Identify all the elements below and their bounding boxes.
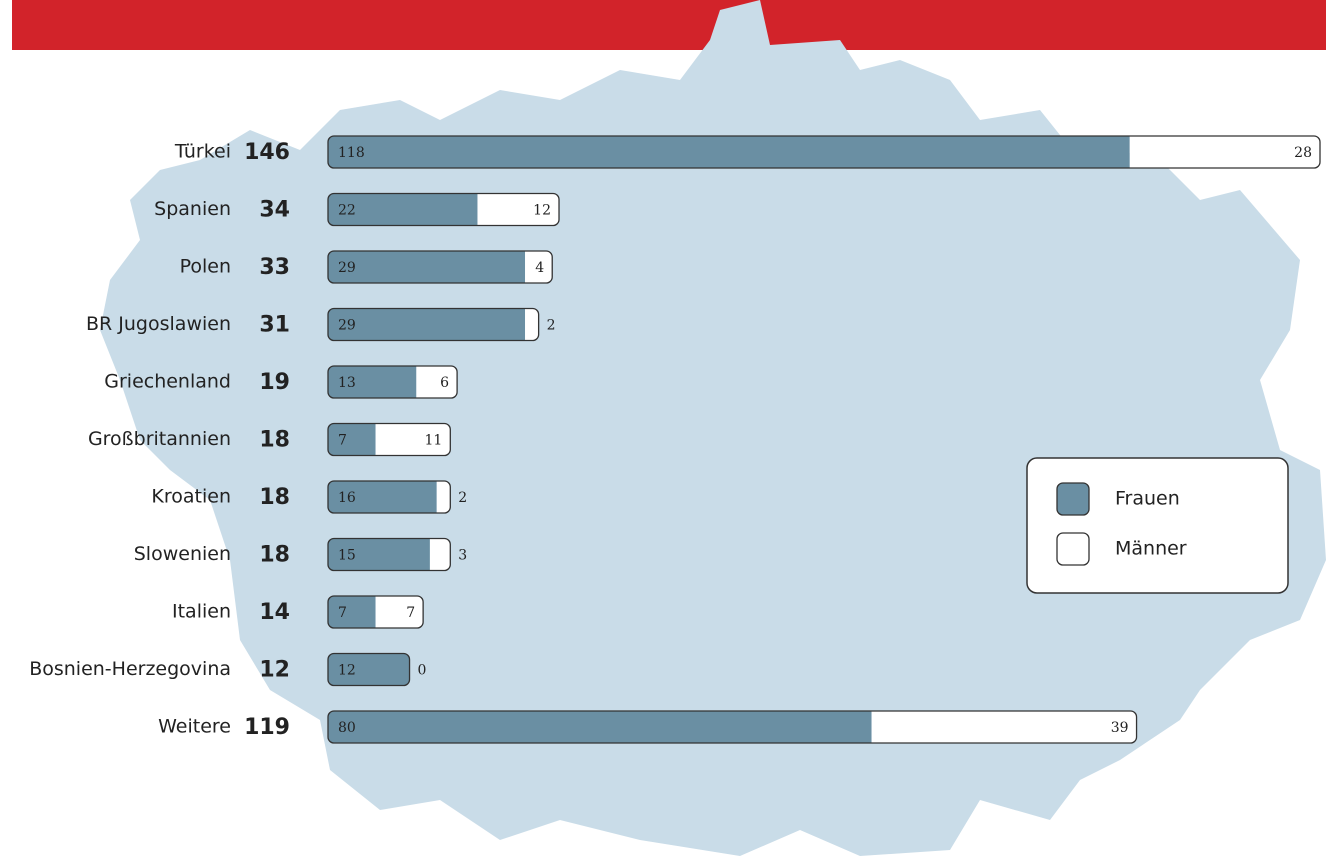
legend-box	[1027, 458, 1288, 593]
value-label: 15	[338, 548, 356, 564]
category-label: Großbritannien	[88, 428, 231, 450]
total-label: 12	[259, 658, 290, 683]
total-label: 146	[244, 140, 290, 165]
value-label: 0	[418, 663, 427, 679]
value-label: 22	[338, 203, 356, 219]
bar-segment	[1130, 136, 1320, 168]
total-label: 33	[259, 255, 290, 280]
category-label: Spanien	[154, 198, 231, 220]
value-label: 80	[338, 720, 356, 736]
value-label: 28	[1294, 145, 1312, 161]
header-band	[12, 0, 1326, 50]
chart: Türkei14611828Spanien342212Polen33294BR …	[0, 0, 1326, 856]
value-label: 39	[1111, 720, 1129, 736]
legend-label: Frauen	[1115, 488, 1180, 510]
value-label: 3	[458, 548, 467, 564]
category-label: Griechenland	[104, 371, 231, 393]
category-label: Polen	[180, 256, 231, 278]
bar-segment	[328, 596, 376, 628]
total-label: 19	[259, 370, 290, 395]
bar-segment	[328, 251, 525, 283]
bar-segment	[437, 481, 451, 513]
value-label: 29	[338, 318, 356, 334]
category-label: Kroatien	[151, 486, 231, 508]
bar-segment	[872, 711, 1137, 743]
bar-segment	[328, 424, 376, 456]
category-label: Italien	[172, 601, 231, 623]
value-label: 2	[458, 490, 467, 506]
bar-segment	[525, 309, 539, 341]
value-label: 29	[338, 260, 356, 276]
bar-segment	[328, 136, 1130, 168]
legend-swatch	[1057, 533, 1089, 565]
legend-label: Männer	[1115, 538, 1187, 560]
bar-segment	[430, 539, 450, 571]
category-label: BR Jugoslawien	[86, 313, 231, 335]
total-label: 14	[259, 600, 290, 625]
category-label: Bosnien-Herzegovina	[29, 658, 231, 680]
total-label: 31	[259, 313, 290, 338]
bar-segment	[416, 366, 457, 398]
value-label: 12	[338, 663, 356, 679]
value-label: 13	[338, 375, 356, 391]
value-label: 7	[338, 605, 347, 621]
total-label: 18	[259, 485, 290, 510]
category-label: Slowenien	[134, 543, 231, 565]
value-label: 4	[535, 260, 544, 276]
value-label: 16	[338, 490, 356, 506]
value-label: 118	[338, 145, 365, 161]
total-label: 18	[259, 428, 290, 453]
value-label: 6	[440, 375, 449, 391]
value-label: 7	[406, 605, 415, 621]
value-label: 12	[533, 203, 551, 219]
value-label: 2	[547, 318, 556, 334]
bar-segment	[328, 309, 525, 341]
bar-segment	[328, 711, 872, 743]
page: Türkei14611828Spanien342212Polen33294BR …	[0, 0, 1326, 856]
total-label: 18	[259, 543, 290, 568]
total-label: 34	[259, 198, 290, 223]
category-label: Türkei	[174, 141, 231, 163]
bar-segment	[376, 596, 424, 628]
total-label: 119	[244, 715, 290, 740]
legend-swatch	[1057, 483, 1089, 515]
value-label: 7	[338, 433, 347, 449]
value-label: 11	[424, 433, 442, 449]
category-label: Weitere	[158, 716, 231, 738]
